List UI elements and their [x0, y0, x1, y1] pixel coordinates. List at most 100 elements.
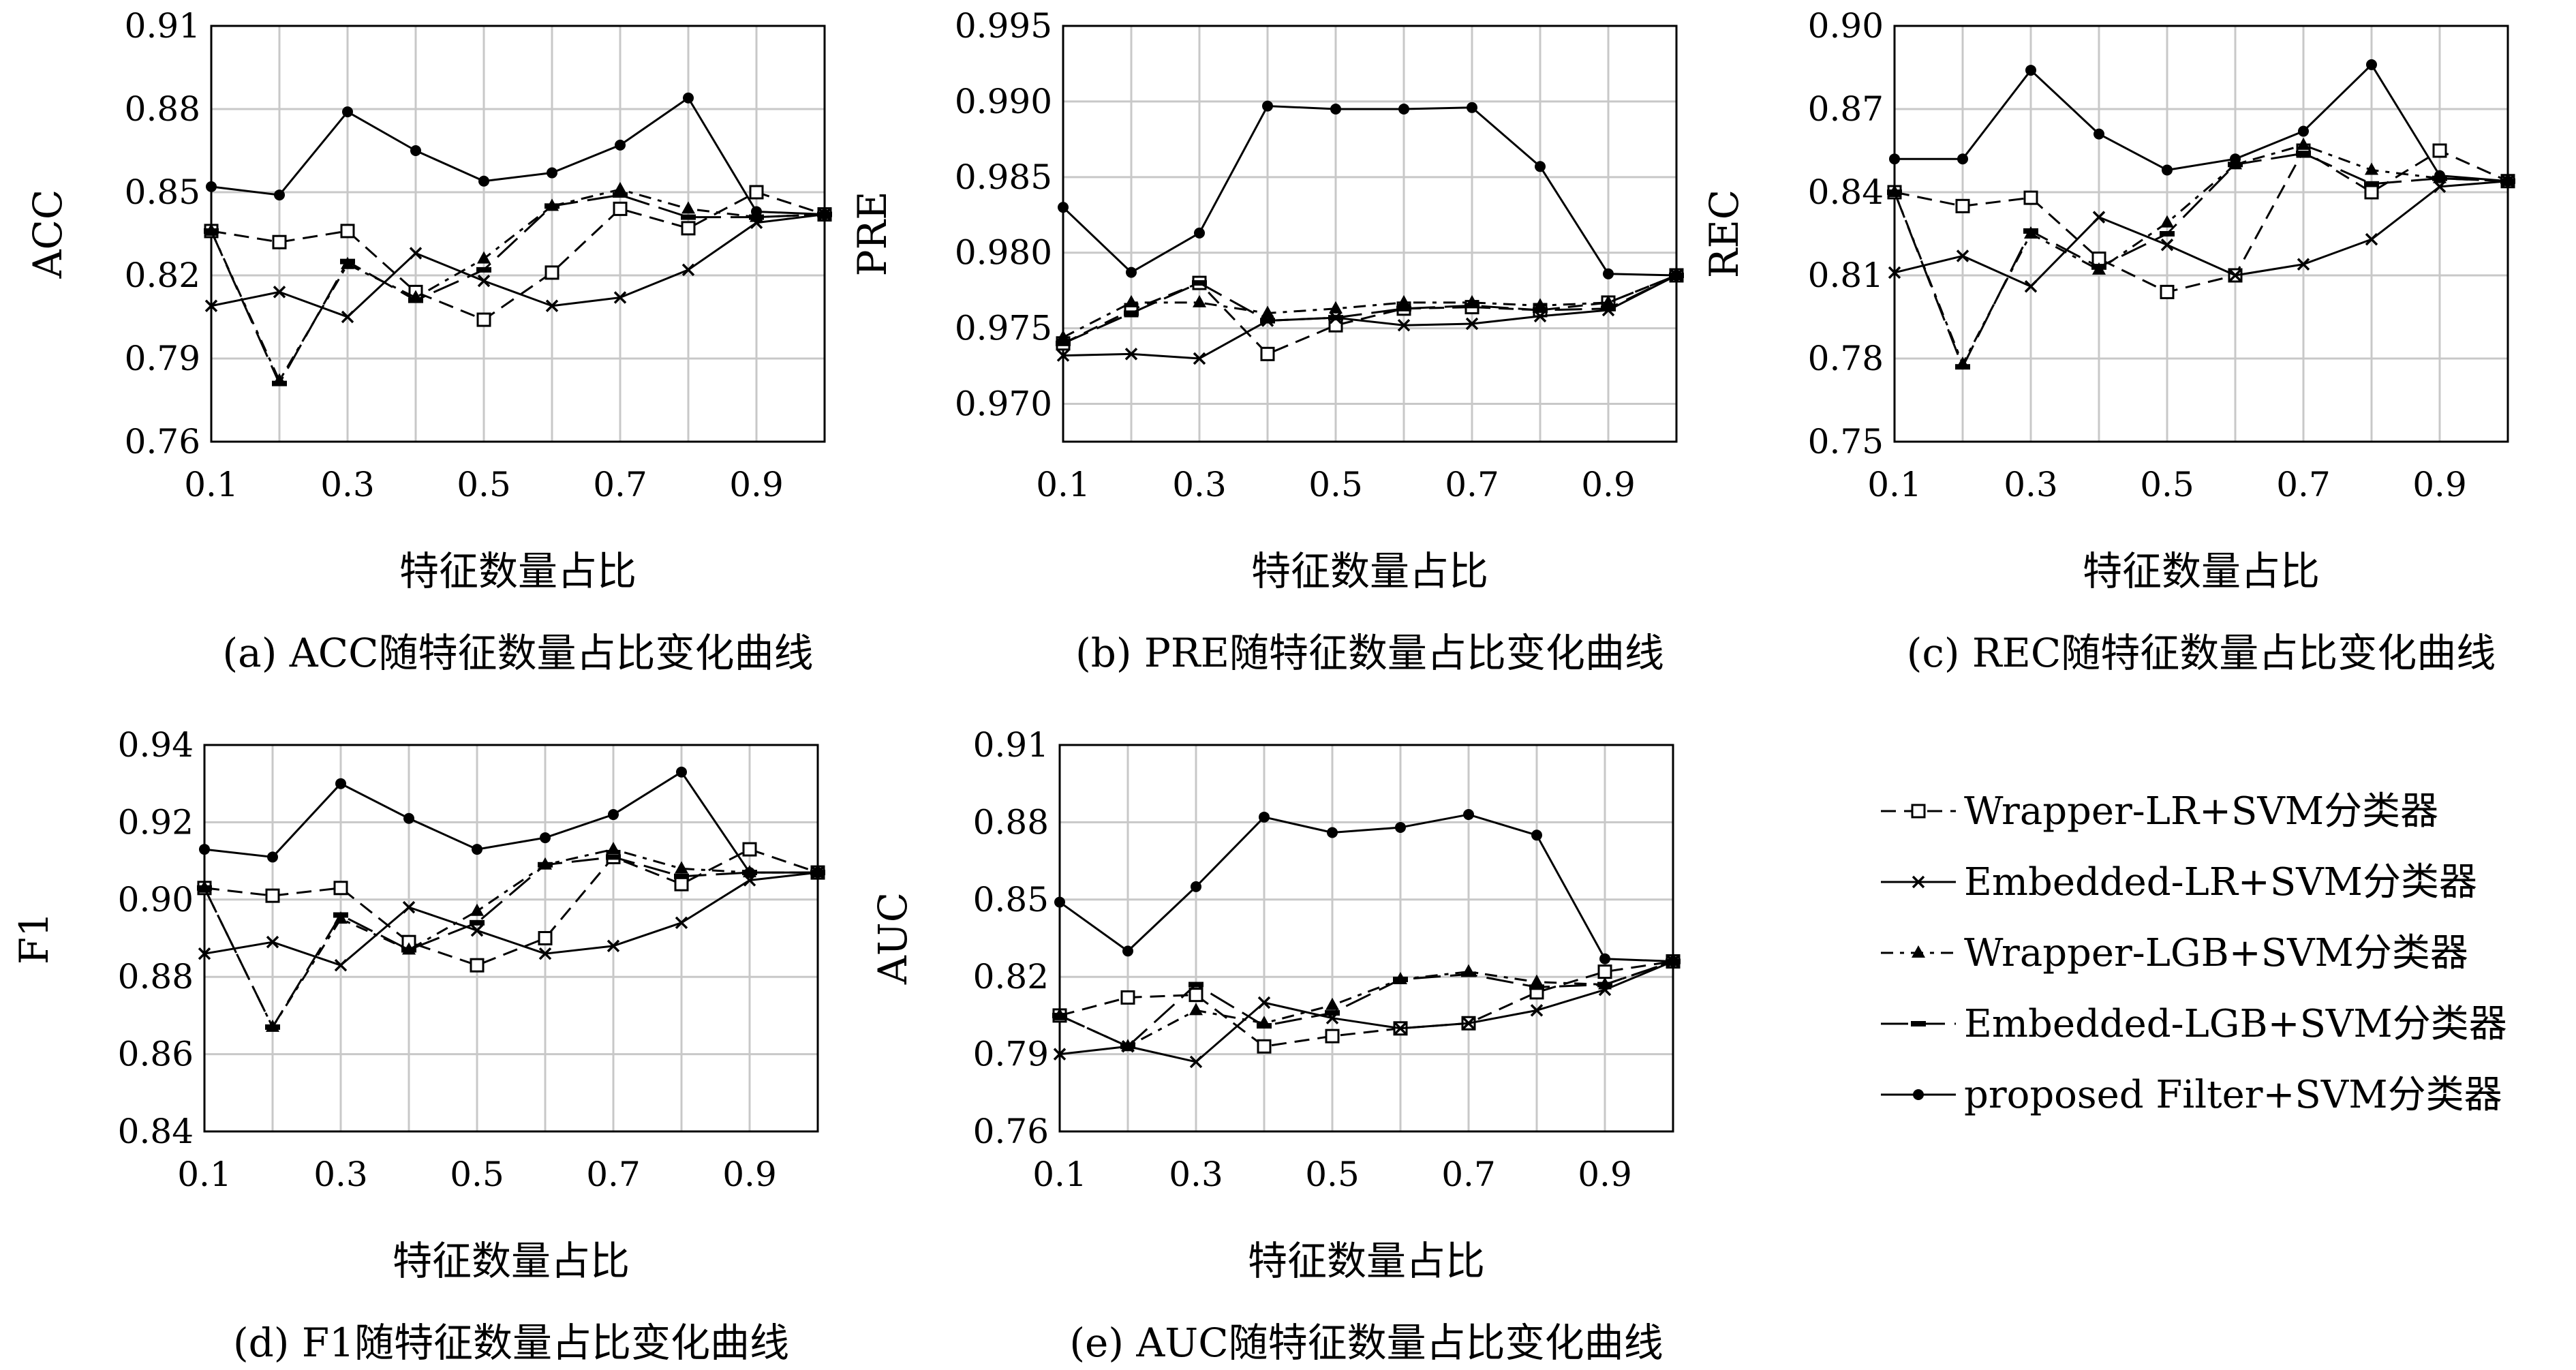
data-point — [2023, 190, 2038, 205]
series-2 — [1053, 955, 1680, 1069]
data-point — [1530, 1004, 1544, 1017]
x-tick-label: 0.7 — [586, 1155, 641, 1194]
x-tick-label: 0.9 — [1581, 465, 1636, 504]
y-tick-label: 0.82 — [125, 256, 200, 295]
data-point — [1257, 996, 1271, 1009]
y-tick-label: 0.85 — [125, 172, 200, 212]
x-tick-label: 0.5 — [457, 465, 511, 504]
data-point — [2296, 151, 2311, 157]
series-4 — [1056, 273, 1684, 346]
data-point — [540, 832, 551, 844]
data-point — [1397, 294, 1411, 307]
x-tick-label: 0.7 — [2276, 465, 2331, 504]
data-point — [1193, 294, 1206, 307]
y-tick-label: 0.79 — [125, 339, 200, 378]
data-point — [1956, 249, 1969, 262]
legend-entry: Wrapper-LGB+SVM分类器 — [1881, 931, 2468, 975]
data-point — [1189, 1003, 1203, 1016]
y-tick-label: 0.88 — [973, 802, 1049, 842]
series-1 — [197, 842, 825, 973]
data-point — [1601, 294, 1615, 307]
series-3 — [198, 842, 825, 1032]
data-point — [206, 181, 217, 192]
data-point — [1533, 298, 1547, 311]
series-line — [211, 213, 825, 318]
data-point — [538, 862, 553, 868]
series-line — [1059, 960, 1674, 1048]
data-point — [1327, 827, 1338, 838]
data-point — [1259, 811, 1270, 823]
series-line — [1062, 105, 1677, 277]
y-tick-label: 0.86 — [118, 1035, 194, 1074]
chart-caption: (e) AUC随特征数量占比变化曲线 — [1069, 1320, 1663, 1366]
data-point — [477, 251, 491, 264]
data-point — [681, 263, 695, 277]
data-point — [2162, 164, 2173, 176]
series-5 — [1889, 59, 2513, 187]
chart-caption: (d) F1随特征数量占比变化曲线 — [233, 1320, 789, 1366]
data-point — [1394, 1022, 1407, 1035]
data-point — [470, 919, 485, 926]
x-tick-label: 0.9 — [1578, 1155, 1632, 1194]
series-line — [1893, 152, 2509, 368]
data-point — [538, 947, 552, 960]
data-point — [1261, 305, 1274, 318]
data-point — [613, 192, 628, 198]
y-tick-label: 0.88 — [125, 89, 200, 129]
data-point — [478, 175, 489, 187]
series-line — [1059, 813, 1674, 963]
data-point — [1124, 348, 1138, 361]
y-tick-label: 0.985 — [955, 157, 1052, 197]
chart-panel-5: 0.76 0.79 0.82 0.85 0.88 0.91 0.1 0.3 0.5 0.7 0.9 特… — [870, 725, 1681, 1366]
data-point — [1395, 821, 1406, 833]
series-line — [203, 855, 818, 1029]
data-point — [2091, 264, 2106, 270]
data-point — [812, 867, 823, 879]
data-point — [2228, 162, 2243, 168]
y-tick-label: 0.90 — [1808, 6, 1884, 46]
chart-caption: (a) ACC随特征数量占比变化曲线 — [223, 630, 814, 676]
data-point — [470, 924, 484, 937]
legend: Wrapper-LR+SVM分类器 Embedded-LR+SVM分类器 Wrapp… — [1881, 789, 2507, 1117]
data-point — [2298, 125, 2309, 137]
data-point — [1325, 1029, 1340, 1044]
data-point — [676, 766, 687, 778]
data-point — [342, 106, 353, 118]
data-point — [545, 203, 559, 209]
series-1 — [204, 185, 832, 327]
data-point — [266, 935, 279, 949]
data-point — [606, 854, 621, 860]
x-axis-title: 特征数量占比 — [2083, 548, 2320, 594]
y-tick-label: 0.990 — [955, 82, 1052, 121]
y-tick-label: 0.91 — [125, 6, 200, 46]
x-tick-label: 0.5 — [450, 1155, 504, 1194]
data-point — [1052, 1012, 1067, 1018]
data-point — [1603, 268, 1614, 279]
series-line — [211, 97, 825, 216]
y-axis-title: ACC — [25, 189, 71, 279]
x-axis-title: 特征数量占比 — [1251, 548, 1488, 594]
data-point — [1957, 153, 1968, 165]
series-line — [1894, 180, 2509, 288]
series-line — [204, 771, 818, 874]
data-point — [545, 299, 559, 312]
data-point — [470, 903, 484, 916]
series-line — [1062, 274, 1677, 345]
legend-label: Wrapper-LGB+SVM分类器 — [1964, 931, 2468, 975]
data-point — [2023, 228, 2038, 234]
data-point — [613, 181, 627, 194]
data-point — [1888, 266, 1901, 279]
x-tick-label: 0.5 — [1305, 1155, 1360, 1194]
x-tick-label: 0.7 — [1441, 1155, 1496, 1194]
x-tick-label: 0.3 — [1169, 1155, 1223, 1194]
series-line — [210, 194, 825, 385]
data-point — [2160, 239, 2174, 252]
x-tick-label: 0.9 — [722, 1155, 777, 1194]
data-point — [1599, 953, 1610, 964]
data-point — [1122, 945, 1133, 957]
data-point — [1597, 964, 1612, 979]
data-point — [198, 947, 211, 960]
chart-caption: (b) PRE随特征数量占比变化曲线 — [1075, 630, 1664, 676]
plot-frame — [203, 744, 819, 1133]
